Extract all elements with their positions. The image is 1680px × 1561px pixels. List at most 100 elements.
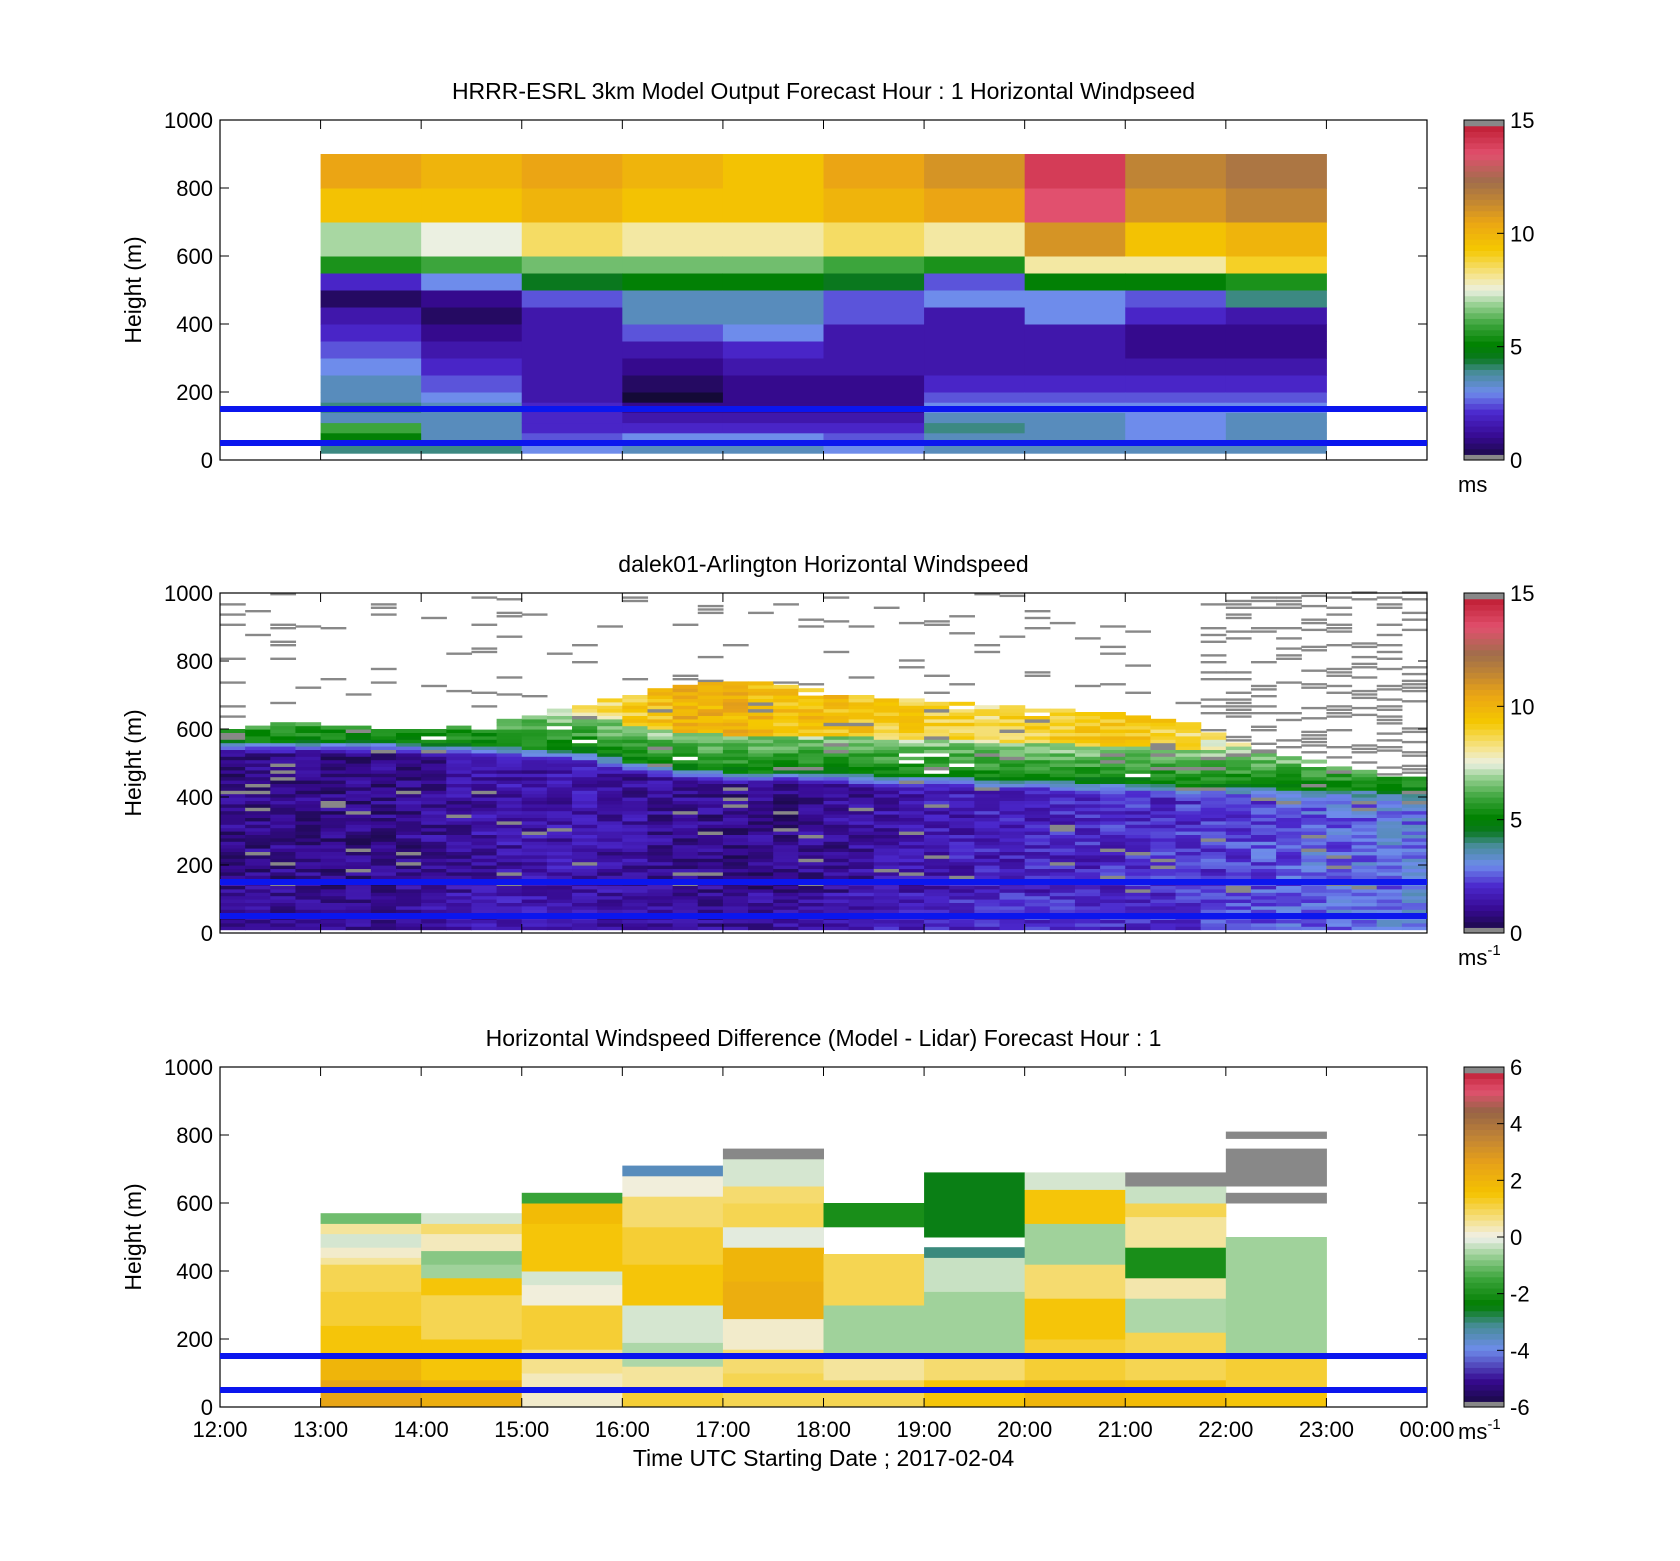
heatmap-cell [773, 698, 799, 703]
heatmap-cell [1049, 922, 1076, 927]
heatmap-cell [798, 895, 825, 900]
colorbar-swatch [1464, 723, 1504, 730]
colorbar-swatch [1464, 1118, 1504, 1125]
heatmap-cell [1125, 188, 1227, 223]
heatmap-cell [924, 895, 950, 900]
heatmap-cell [1351, 655, 1378, 659]
heatmap-cell [1074, 851, 1101, 856]
heatmap-cell [1376, 888, 1403, 893]
heatmap-cell [798, 688, 825, 693]
heatmap-cell [898, 807, 925, 812]
heatmap-cell [220, 613, 246, 616]
heatmap-cell [1225, 763, 1252, 767]
heatmap-cell [320, 814, 347, 818]
heatmap-cell [597, 783, 623, 788]
heatmap-cell [597, 718, 623, 723]
heatmap-cell [496, 841, 523, 846]
heatmap-cell [1125, 841, 1151, 846]
heatmap-cell [1401, 751, 1428, 754]
heatmap-cell [672, 926, 699, 931]
heatmap-cell [974, 793, 1001, 798]
heatmap-cell [1301, 861, 1328, 866]
heatmap-cell [622, 909, 649, 914]
heatmap-cell [1376, 851, 1403, 856]
heatmap-cell [345, 824, 372, 829]
heatmap-cell [647, 834, 674, 839]
heatmap-cell [1376, 793, 1403, 798]
heatmap-cell [471, 705, 498, 708]
heatmap-cell [622, 596, 649, 599]
heatmap-cell [370, 613, 397, 616]
colorbar-swatch [1464, 1390, 1504, 1397]
heatmap-cell [597, 837, 623, 842]
heatmap-cell [1401, 679, 1428, 683]
heatmap-cell [1074, 715, 1101, 720]
heatmap-cell [1200, 712, 1227, 715]
heatmap-cell [1049, 800, 1076, 805]
heatmap-cell [672, 865, 699, 869]
heatmap-cell [748, 790, 774, 795]
heatmap-cell [270, 763, 297, 767]
heatmap-cell [345, 909, 372, 914]
heatmap-cell [697, 725, 724, 730]
heatmap-cell [446, 742, 473, 747]
heatmap-cell [1200, 633, 1227, 637]
heatmap-cell [396, 919, 422, 924]
heatmap-cell [220, 752, 246, 757]
heatmap-cell [572, 793, 598, 798]
heatmap-cell [798, 701, 825, 706]
heatmap-cell [496, 790, 523, 795]
heatmap-cell [1175, 875, 1202, 880]
heatmap-cell [647, 851, 674, 856]
heatmap-cell [748, 756, 774, 761]
heatmap-cell [823, 375, 925, 393]
heatmap-cell [949, 766, 975, 771]
heatmap-cell [1074, 820, 1101, 825]
heatmap-cell [1150, 841, 1177, 846]
heatmap-cell [1301, 594, 1328, 598]
heatmap-cell [672, 844, 699, 849]
heatmap-cell [798, 766, 825, 771]
y-axis-label: Height (m) [120, 709, 146, 816]
heatmap-cell [1200, 831, 1227, 835]
heatmap-cell [622, 905, 649, 910]
heatmap-cell [672, 814, 699, 818]
heatmap-cell [1250, 817, 1277, 822]
heatmap-cell [220, 824, 246, 829]
heatmap-cell [622, 888, 649, 893]
heatmap-cell [370, 851, 397, 856]
heatmap-cell [396, 841, 422, 846]
colorbar-swatch [1464, 899, 1504, 906]
heatmap-cell [345, 746, 372, 750]
heatmap-cell [572, 780, 598, 784]
heatmap-cell [521, 793, 548, 798]
heatmap-cell [999, 712, 1026, 716]
heatmap-cell [1200, 803, 1227, 808]
heatmap-cell [1376, 715, 1403, 718]
heatmap-cell [1049, 803, 1076, 808]
heatmap-cell [270, 844, 297, 849]
colorbar-swatch [1464, 205, 1504, 212]
heatmap-cell [848, 701, 875, 706]
heatmap-cell [1225, 773, 1252, 778]
heatmap-cell [873, 858, 900, 863]
heatmap-cell [924, 722, 950, 727]
heatmap-cell [471, 780, 498, 784]
heatmap-cell [722, 412, 824, 424]
heatmap-cell [1200, 603, 1227, 606]
heatmap-cell [572, 712, 598, 716]
heatmap-cell [1250, 793, 1277, 798]
heatmap-cell [823, 358, 925, 376]
heatmap-cell [1276, 902, 1302, 907]
heatmap-cell [798, 892, 825, 897]
heatmap-cell [597, 827, 623, 832]
heatmap-cell [471, 769, 498, 774]
heatmap-cell [245, 766, 271, 771]
heatmap-cell [672, 691, 699, 696]
heatmap-cell [370, 773, 397, 778]
heatmap-cell [697, 892, 724, 897]
heatmap-cell [546, 875, 573, 880]
heatmap-cell [471, 888, 498, 893]
heatmap-cell [974, 705, 1001, 710]
heatmap-cell [1150, 725, 1177, 730]
